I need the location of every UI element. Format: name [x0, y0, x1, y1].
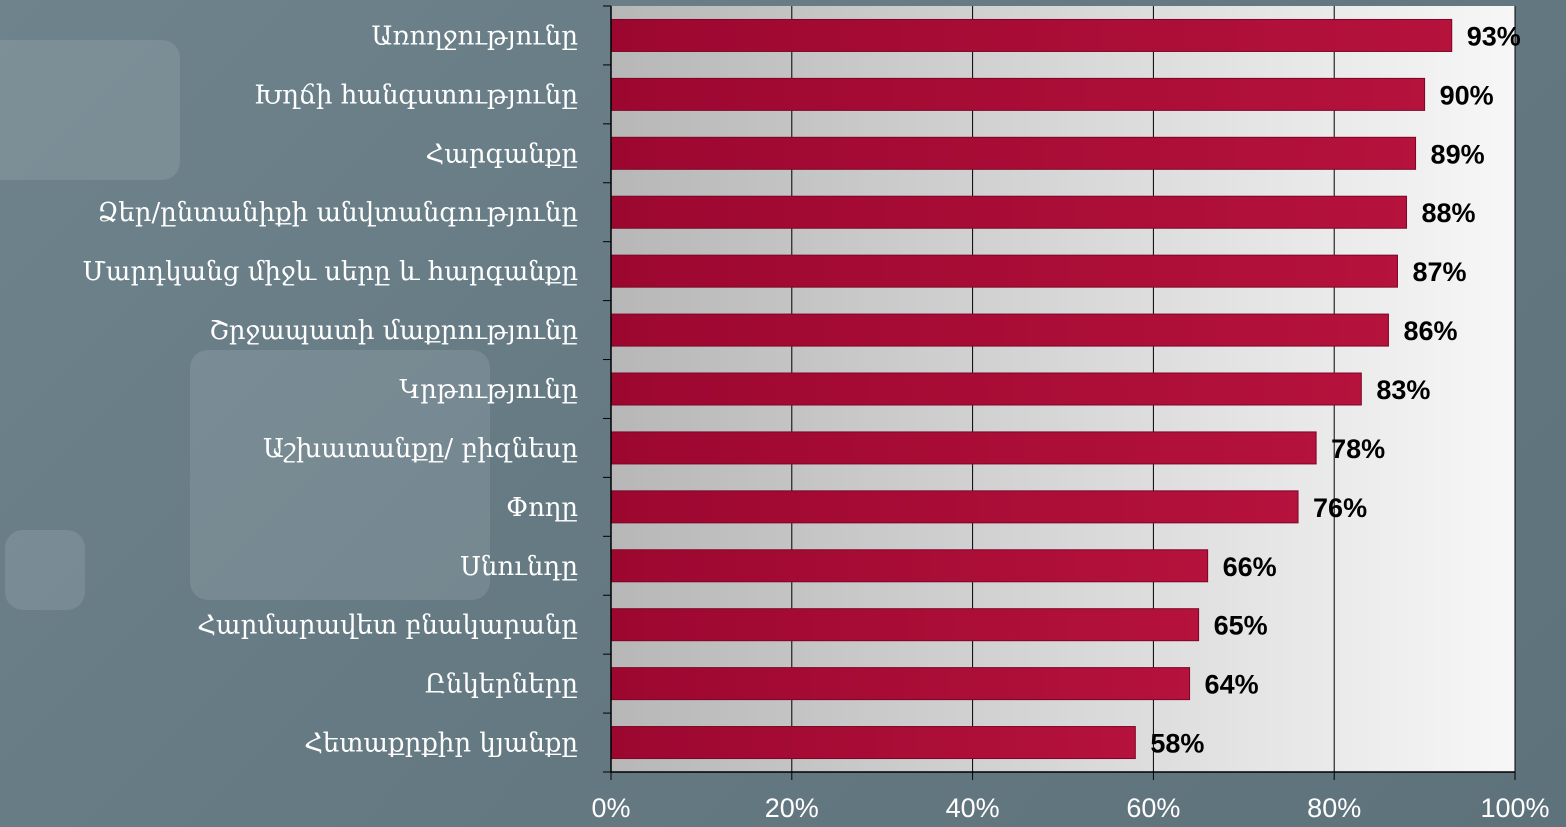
bar	[610, 549, 1209, 583]
bar	[610, 18, 1453, 52]
background-decoration	[0, 40, 180, 180]
category-label: Սնունդը	[460, 552, 578, 582]
category-label: Հետաքրքիր կյանքը	[304, 729, 578, 759]
data-label: 64%	[1205, 670, 1259, 700]
data-label: 65%	[1214, 611, 1268, 641]
data-label: 86%	[1403, 316, 1457, 346]
bar	[610, 195, 1408, 229]
category-label: Խղճի հանգստությունը	[254, 80, 578, 110]
x-tick-label: 60%	[1126, 793, 1180, 823]
category-label: Կրթությունը	[399, 375, 578, 405]
data-label: 88%	[1422, 198, 1476, 228]
x-tick-label: 0%	[591, 793, 630, 823]
bar	[610, 726, 1136, 760]
category-label: Աշխատանքը/ բիզնեսը	[263, 434, 578, 464]
x-tick-label: 20%	[765, 793, 819, 823]
background-decoration	[5, 530, 85, 610]
data-label: 93%	[1467, 21, 1521, 51]
data-label: 90%	[1440, 80, 1494, 110]
x-tick-label: 80%	[1307, 793, 1361, 823]
data-label: 89%	[1431, 139, 1485, 169]
category-label: Ընկերները	[425, 670, 578, 700]
data-label: 76%	[1313, 493, 1367, 523]
axes	[603, 5, 1516, 780]
x-tick-label: 100%	[1480, 793, 1549, 823]
category-label: Հարգանքը	[426, 139, 578, 169]
category-label: Մարդկանց միջև սերը և հարգանքը	[82, 257, 578, 287]
category-label: Ձեր/ընտանիքի անվտանգությունը	[97, 198, 578, 228]
bar	[610, 667, 1191, 701]
bars	[610, 18, 1453, 760]
bar	[610, 254, 1398, 288]
data-label: 83%	[1376, 375, 1430, 405]
data-label: 87%	[1412, 257, 1466, 287]
category-label: Առողջությունը	[371, 21, 578, 51]
bar	[610, 77, 1426, 111]
data-label: 66%	[1223, 552, 1277, 582]
bar	[610, 490, 1299, 524]
labels: 93% Առողջությունը 90% Խղճի հանգստությունը 8…	[82, 21, 1549, 823]
bar	[610, 313, 1389, 347]
data-label: 78%	[1331, 434, 1385, 464]
x-tick-label: 40%	[946, 793, 1000, 823]
background-decoration	[190, 350, 490, 600]
category-label: Հարմարավետ բնակարանը	[197, 611, 578, 641]
bar	[610, 372, 1362, 406]
bar	[610, 608, 1200, 642]
category-label: Փողը	[506, 493, 578, 523]
bar	[610, 136, 1417, 170]
bar	[610, 431, 1317, 465]
data-label: 58%	[1150, 729, 1204, 759]
category-label: Շրջապատի մաքրությունը	[209, 316, 578, 346]
